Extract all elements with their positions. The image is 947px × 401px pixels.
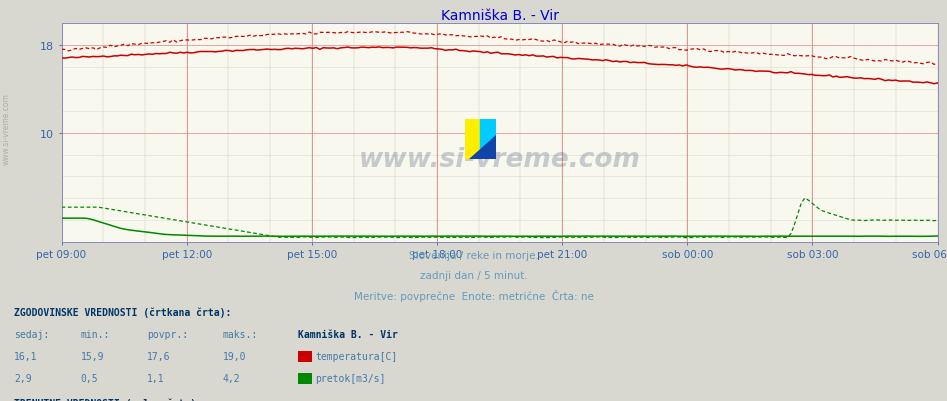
Text: TRENUTNE VREDNOSTI (polna črta):: TRENUTNE VREDNOSTI (polna črta): <box>14 398 203 401</box>
Text: povpr.:: povpr.: <box>147 329 188 339</box>
Text: sedaj:: sedaj: <box>14 329 49 339</box>
Text: www.si-vreme.com: www.si-vreme.com <box>1 93 10 164</box>
Polygon shape <box>469 136 496 160</box>
Text: Kamniška B. - Vir: Kamniška B. - Vir <box>298 329 398 339</box>
Text: Meritve: povprečne  Enote: metrične  Črta: ne: Meritve: povprečne Enote: metrične Črta:… <box>353 289 594 301</box>
Text: zadnji dan / 5 minut.: zadnji dan / 5 minut. <box>420 270 527 280</box>
Text: ZGODOVINSKE VREDNOSTI (črtkana črta):: ZGODOVINSKE VREDNOSTI (črtkana črta): <box>14 307 232 317</box>
Polygon shape <box>465 119 480 160</box>
Text: pretok[m3/s]: pretok[m3/s] <box>315 373 385 383</box>
Text: 19,0: 19,0 <box>223 351 246 361</box>
Text: 2,9: 2,9 <box>14 373 32 383</box>
Text: 1,1: 1,1 <box>147 373 165 383</box>
Text: Slovenija / reke in morje.: Slovenija / reke in morje. <box>408 251 539 261</box>
Text: 0,5: 0,5 <box>80 373 98 383</box>
Text: min.:: min.: <box>80 329 110 339</box>
Text: 15,9: 15,9 <box>80 351 104 361</box>
Polygon shape <box>480 119 496 160</box>
Text: temperatura[C]: temperatura[C] <box>315 351 398 361</box>
Text: 16,1: 16,1 <box>14 351 38 361</box>
Text: maks.:: maks.: <box>223 329 258 339</box>
Text: 17,6: 17,6 <box>147 351 170 361</box>
Text: 4,2: 4,2 <box>223 373 241 383</box>
Text: www.si-vreme.com: www.si-vreme.com <box>359 147 640 172</box>
Title: Kamniška B. - Vir: Kamniška B. - Vir <box>440 9 559 23</box>
